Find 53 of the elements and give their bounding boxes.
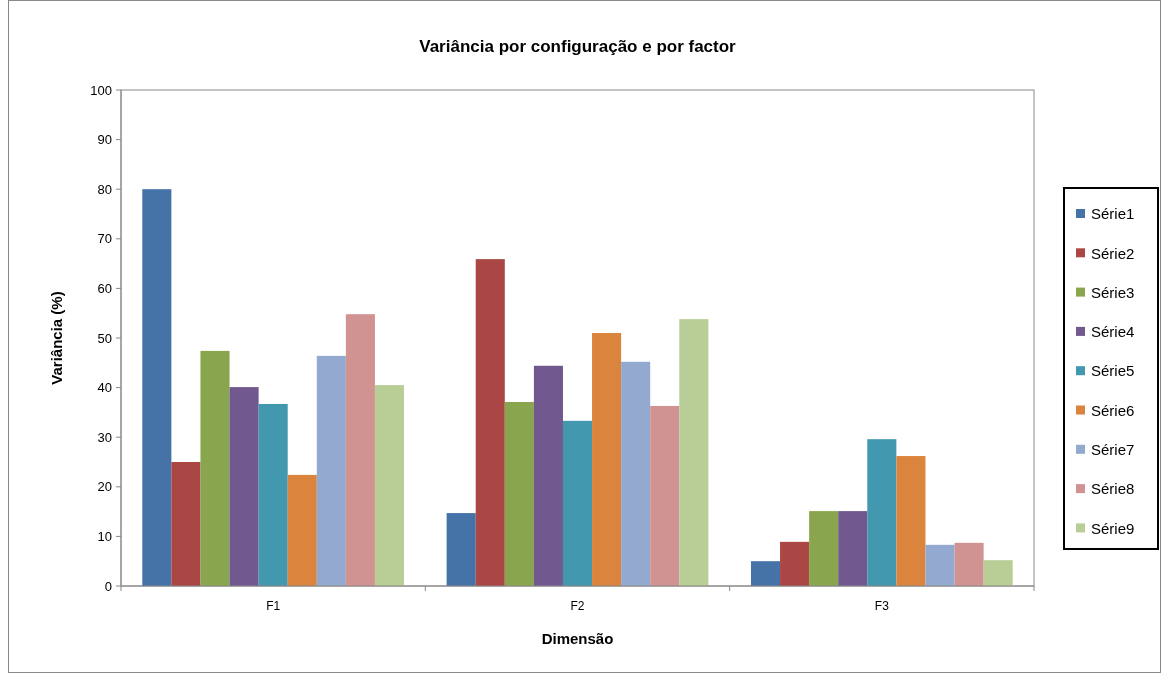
y-tick-label: 80	[97, 181, 112, 197]
bar	[229, 387, 259, 586]
legend-label: Série1	[1091, 205, 1135, 223]
bar	[200, 350, 230, 586]
bar	[562, 420, 593, 586]
legend-label: Série4	[1091, 323, 1135, 341]
x-axis-title: Dimensão	[541, 630, 614, 647]
legend-label: Série6	[1091, 401, 1135, 419]
bar	[954, 542, 984, 586]
bar	[533, 365, 563, 586]
bar	[896, 456, 926, 586]
bar	[475, 259, 505, 586]
bar	[679, 319, 709, 586]
x-tick-label: F2	[570, 599, 585, 613]
bar	[316, 355, 346, 586]
y-tick-label: 10	[97, 528, 112, 544]
x-tick-label: F3	[874, 599, 890, 613]
bar	[345, 314, 375, 586]
bar	[258, 403, 288, 586]
bar	[925, 544, 955, 586]
legend-label: Série9	[1091, 519, 1135, 537]
bar	[750, 561, 781, 586]
y-tick-label: 20	[97, 479, 112, 495]
bar	[374, 385, 405, 586]
y-tick-label: 70	[97, 231, 112, 247]
legend-label: Série5	[1091, 362, 1135, 380]
legend-label: Série3	[1091, 283, 1135, 301]
bar	[983, 560, 1013, 586]
y-tick-label: 100	[90, 82, 112, 98]
legend-label: Série8	[1091, 480, 1135, 498]
bar	[142, 189, 172, 586]
bar	[287, 474, 317, 586]
bar	[621, 361, 651, 586]
y-tick-label: 90	[97, 132, 112, 148]
y-tick-label: 0	[104, 578, 112, 594]
y-tick-label: 60	[97, 280, 112, 296]
chart-title: Variância por configuração e por factor	[419, 37, 737, 56]
bar	[592, 333, 622, 586]
x-tick-label: F1	[266, 599, 281, 613]
y-tick-label: 40	[97, 380, 112, 396]
bar	[809, 511, 839, 586]
bar	[867, 439, 897, 586]
y-axis-title: Variância (%)	[48, 291, 65, 385]
bar	[838, 511, 868, 586]
bar	[446, 513, 476, 586]
bar	[650, 405, 680, 586]
bar	[504, 401, 534, 586]
y-tick-label: 50	[97, 330, 112, 346]
legend-label: Série7	[1091, 441, 1135, 459]
y-tick-label: 30	[97, 429, 112, 445]
legend-label: Série2	[1091, 244, 1135, 262]
bar	[171, 462, 201, 586]
bar	[780, 541, 810, 586]
